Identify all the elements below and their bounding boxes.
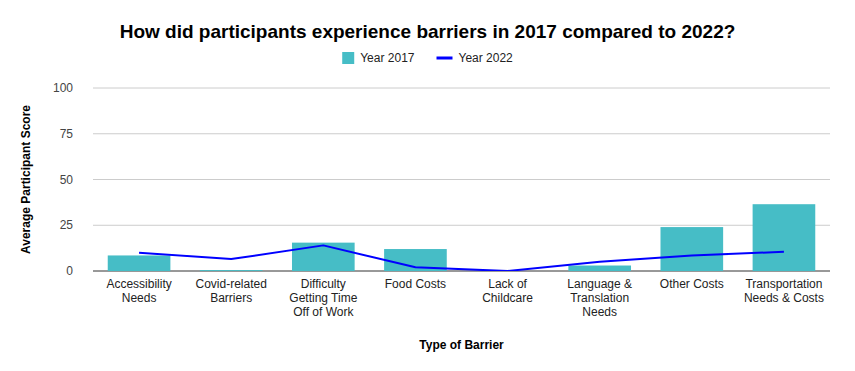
x-tick-label-line: Needs & Costs	[744, 291, 824, 305]
x-tick-label-line: Other Costs	[660, 277, 724, 291]
grid-line	[93, 88, 830, 89]
x-axis-title: Type of Barrier	[419, 338, 504, 352]
x-tick-label: Lack ofChildcare	[482, 277, 533, 305]
y-tick-label: 25	[60, 218, 74, 232]
legend-item: Year 2022	[437, 51, 514, 65]
legend-item: Year 2017	[342, 51, 415, 65]
x-tick-label: Food Costs	[385, 277, 446, 291]
x-tick-label: DifficultyGetting TimeOff of Work	[289, 277, 357, 319]
bar	[292, 243, 355, 271]
x-tick-label: AccessibilityNeeds	[106, 277, 171, 305]
line	[139, 245, 784, 271]
x-tick-label-line: Off of Work	[293, 305, 354, 319]
x-tick-label-line: Barriers	[210, 291, 252, 305]
grid-line	[93, 225, 830, 226]
grid-line	[93, 179, 830, 180]
plot-area	[108, 204, 816, 271]
x-tick-label-line: Childcare	[482, 291, 533, 305]
chart-svg: How did participants experience barriers…	[0, 0, 855, 371]
x-tick-label-line: Difficulty	[301, 277, 346, 291]
bar	[568, 266, 631, 271]
x-tick-label-line: Needs	[122, 291, 157, 305]
bar	[660, 227, 723, 271]
bar	[200, 270, 263, 271]
legend-label: Year 2017	[360, 51, 415, 65]
x-tick-label: Language &TranslationNeeds	[567, 277, 632, 319]
y-axis-title: Average Participant Score	[19, 105, 33, 254]
bar	[753, 204, 816, 271]
x-tick-label-line: Translation	[570, 291, 629, 305]
y-tick-label: 100	[53, 81, 73, 95]
x-tick-label-line: Food Costs	[385, 277, 446, 291]
y-axis-line	[93, 88, 94, 271]
x-tick-label: TransportationNeeds & Costs	[744, 277, 824, 305]
x-tick-label-line: Accessibility	[106, 277, 171, 291]
x-tick-label-line: Needs	[582, 305, 617, 319]
x-tick-label-line: Lack of	[488, 277, 527, 291]
x-tick-label: Covid-relatedBarriers	[196, 277, 267, 305]
x-tick-label: Other Costs	[660, 277, 724, 291]
grid-line	[93, 133, 830, 134]
legend-swatch	[437, 57, 453, 60]
x-tick-label-line: Language &	[567, 277, 632, 291]
title: How did participants experience barriers…	[120, 21, 736, 42]
bar	[108, 255, 171, 271]
y-tick-label: 50	[60, 173, 74, 187]
background	[0, 0, 855, 371]
x-tick-label-line: Transportation	[745, 277, 822, 291]
legend-label: Year 2022	[459, 51, 514, 65]
x-tick-label-line: Covid-related	[196, 277, 267, 291]
x-tick-label-line: Getting Time	[289, 291, 357, 305]
legend-swatch	[342, 52, 354, 64]
legend: Year 2017 Year 2022	[342, 51, 513, 65]
chart-container: How did participants experience barriers…	[0, 0, 855, 371]
y-tick-label: 75	[60, 127, 74, 141]
y-tick-label: 0	[66, 264, 73, 278]
